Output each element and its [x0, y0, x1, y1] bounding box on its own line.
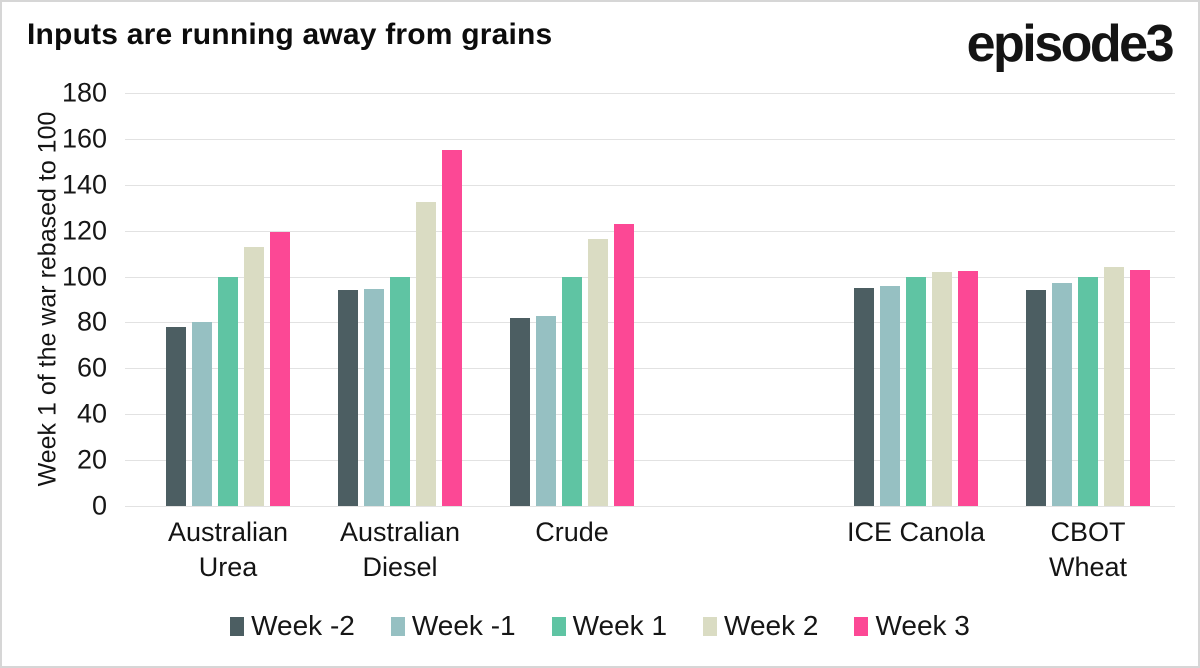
bar-week-3-ice-canola	[958, 270, 978, 506]
bar-groups	[142, 93, 1174, 506]
bar-week-2-cbot-wheat	[1026, 290, 1046, 506]
legend: Week -2 Week -1 Week 1 Week 2 Week 3	[2, 610, 1198, 642]
y-tick-label-140: 140	[61, 169, 107, 200]
bar-week-1-ice-canola	[880, 285, 900, 506]
legend-label-week-2: Week 2	[724, 610, 819, 641]
bar-week-2-australian-diesel	[416, 202, 436, 506]
bar-week-1-australian-diesel	[364, 289, 384, 506]
y-tick-label-40: 40	[76, 398, 107, 429]
gridline-80	[125, 322, 1175, 324]
bar-week-1-crude	[536, 315, 556, 506]
y-tick-label-80: 80	[76, 306, 107, 337]
bar-group-australian-diesel	[314, 93, 486, 506]
x-axis-label-line: Urea	[198, 552, 258, 582]
bar-week-2-crude	[588, 238, 608, 506]
gridline-60	[125, 368, 1175, 370]
x-axis-label-line: ICE Canola	[846, 517, 986, 547]
bar-group-australian-urea	[142, 93, 314, 506]
x-axis-label-line: CBOT	[1050, 517, 1126, 547]
x-axis-label-line: Diesel	[362, 552, 438, 582]
bar-week-3-cbot-wheat	[1130, 269, 1150, 506]
legend-label-week-1: Week 1	[572, 610, 668, 641]
brand-logo: episode3	[966, 15, 1175, 73]
y-tick-label-0: 0	[91, 490, 107, 521]
legend-swatch-week-2	[703, 616, 718, 636]
gridline-140	[125, 184, 1175, 186]
x-axis-label-line: Australian	[167, 517, 289, 547]
y-tick-label-160: 160	[61, 123, 107, 154]
bar-week-2-ice-canola	[854, 288, 874, 506]
bar-week-2-cbot-wheat	[1104, 267, 1124, 506]
gridline-120	[125, 230, 1175, 232]
legend-label-week-1: Week -1	[411, 610, 516, 641]
x-axis-label-ice-canola: ICE Canola	[830, 515, 1002, 585]
x-axis-label-cbot-wheat: CBOT Wheat	[1002, 515, 1174, 585]
gridline-40	[125, 414, 1175, 416]
x-axis-label-australian-diesel: Australian Diesel	[314, 515, 486, 585]
gridline-0	[125, 506, 1175, 507]
bar-group-cbot-wheat	[1002, 93, 1174, 506]
chart-title: Inputs are running away from grains	[27, 18, 553, 51]
bar-week-2-australian-urea	[166, 327, 186, 506]
gridline-100	[125, 276, 1175, 278]
legend-label-week-3: Week 3	[875, 610, 970, 641]
y-tick-label-120: 120	[61, 215, 107, 246]
bar-week-3-crude	[614, 223, 634, 506]
bar-group-crude	[486, 93, 658, 506]
x-axis-label-gap	[658, 515, 830, 585]
gridline-180	[125, 93, 1175, 94]
x-axis-label-australian-urea: Australian Urea	[142, 515, 314, 585]
bar-week-3-australian-urea	[270, 231, 290, 506]
x-axis-label-crude: Crude	[486, 515, 658, 585]
y-tick-label-180: 180	[61, 77, 107, 108]
legend-label-week-2: Week -2	[251, 610, 355, 641]
legend-item-week-1: Week 1	[551, 610, 668, 642]
bar-group-ice-canola	[830, 93, 1002, 506]
bar-week-1-cbot-wheat	[1052, 283, 1072, 506]
bar-week-1-australian-urea	[218, 276, 238, 506]
bar-week-1-ice-canola	[906, 276, 926, 506]
legend-swatch-week-2	[230, 616, 245, 636]
y-axis-title: Week 1 of the war rebased to 100	[33, 111, 62, 487]
bar-week-3-australian-diesel	[442, 150, 462, 506]
x-axis-label-line: Wheat	[1048, 552, 1128, 582]
bar-week-1-cbot-wheat	[1078, 276, 1098, 506]
legend-swatch-week-1	[551, 616, 566, 636]
bar-week-1-australian-diesel	[390, 276, 410, 506]
bar-week-2-ice-canola	[932, 271, 952, 506]
legend-item-week-2: Week -2	[230, 610, 355, 642]
plot-area: 0 20 40 60 80 100 120 140 160 180	[62, 78, 1175, 521]
x-axis-label-line: Australian	[339, 517, 461, 547]
bar-week-1-crude	[562, 276, 582, 506]
legend-swatch-week-3	[854, 616, 869, 636]
gridline-160	[125, 138, 1175, 140]
bar-week-2-australian-diesel	[338, 290, 358, 506]
legend-swatch-week-1	[390, 616, 405, 636]
legend-item-week-1: Week -1	[390, 610, 516, 642]
bar-group-gap	[658, 93, 830, 506]
legend-item-week-2: Week 2	[703, 610, 818, 642]
bar-week-2-australian-urea	[244, 246, 264, 506]
x-axis-label-line: Crude	[535, 517, 609, 547]
x-axis-labels: Australian Urea Australian Diesel Crude ICE C…	[142, 515, 1174, 585]
gridline-20	[125, 460, 1175, 462]
bar-week-1-australian-urea	[192, 322, 212, 506]
y-tick-label-100: 100	[61, 261, 107, 292]
y-tick-label-60: 60	[76, 352, 107, 383]
bar-week-2-crude	[510, 317, 530, 506]
legend-item-week-3: Week 3	[854, 610, 970, 642]
y-tick-label-20: 20	[76, 444, 107, 475]
